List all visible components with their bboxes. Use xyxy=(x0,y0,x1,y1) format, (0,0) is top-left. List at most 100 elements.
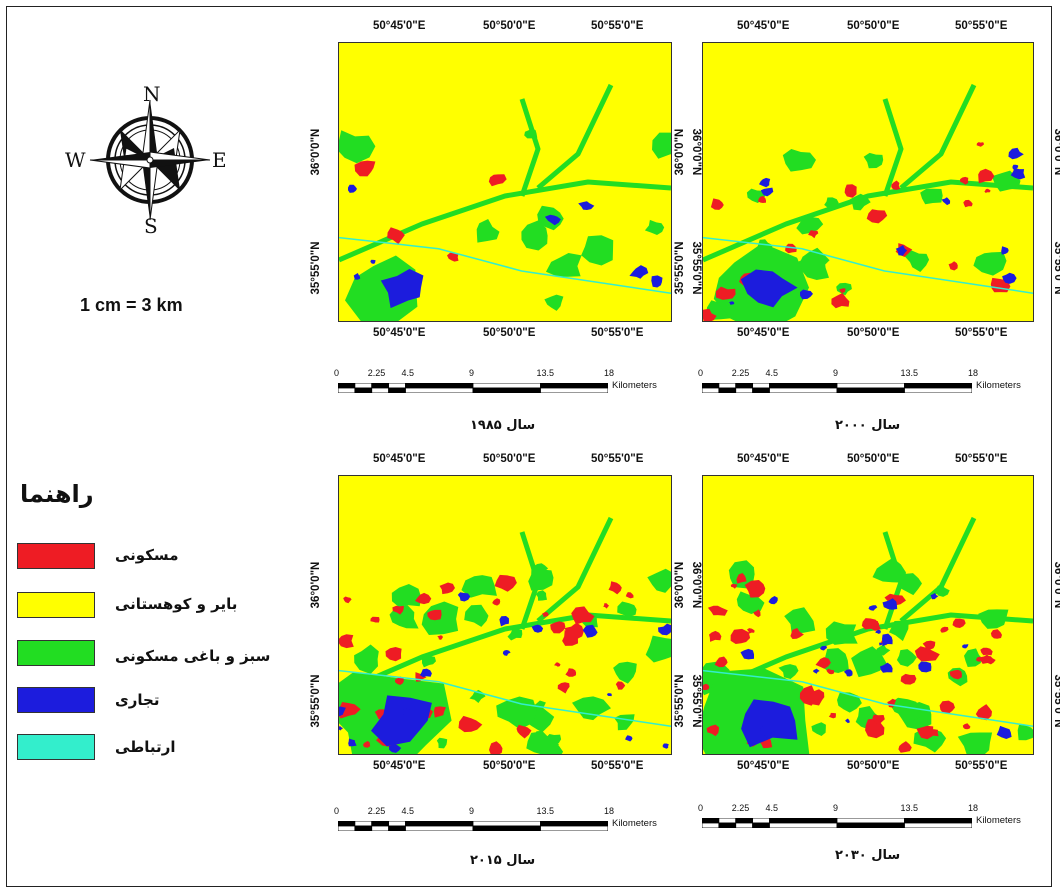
scale-tick-label: 9 xyxy=(833,368,839,378)
scale-tick-label: 4.5 xyxy=(765,803,779,813)
lon-tick-label-top: 50°45'0"E xyxy=(373,453,426,465)
lon-tick-label-bottom: 50°55'0"E xyxy=(955,760,1008,772)
map-scale-text: 1 cm = 3 km xyxy=(80,295,183,315)
lon-tick-label-top: 50°55'0"E xyxy=(591,453,644,465)
figure-frame xyxy=(6,6,1052,887)
lon-tick-label-bottom: 50°55'0"E xyxy=(591,327,644,339)
compass-north-label: N xyxy=(143,82,161,106)
lat-tick-label-left: 36°0'0"N xyxy=(674,561,686,609)
lon-tick-label-top: 50°55'0"E xyxy=(955,453,1008,465)
lat-tick-label-left: 35°55'0"N xyxy=(310,241,322,295)
map-year-label: سال ۲۰۱۵ xyxy=(470,853,536,868)
scale-tick-label: 2.25 xyxy=(367,806,386,816)
lon-tick-label-top: 50°50'0"E xyxy=(847,453,900,465)
map-panel-1 xyxy=(338,42,672,322)
lon-tick-label-top: 50°45'0"E xyxy=(373,20,426,32)
lat-tick-label-right: 35°55'0"N xyxy=(1052,241,1060,295)
lon-tick-label-bottom: 50°45'0"E xyxy=(737,760,790,772)
legend-label-green: سبز و باغی مسکونی xyxy=(115,647,271,665)
scale-tick-label: 0 xyxy=(334,806,340,816)
legend-swatch-commercial xyxy=(17,687,95,713)
lon-tick-label-top: 50°45'0"E xyxy=(737,20,790,32)
scale-tick-label: 18 xyxy=(968,368,979,378)
scale-tick-label: 9 xyxy=(469,806,475,816)
lat-tick-label-right: 35°55'0"N xyxy=(690,241,702,295)
legend-swatch-barren xyxy=(17,592,95,618)
compass-icon xyxy=(89,99,211,221)
scale-tick-label: 4.5 xyxy=(765,368,779,378)
scale-tick-label: 13.5 xyxy=(900,368,919,378)
land-use-raster xyxy=(339,476,671,754)
land-use-raster xyxy=(703,43,1033,321)
lon-tick-label-bottom: 50°55'0"E xyxy=(591,760,644,772)
lon-tick-label-bottom: 50°50'0"E xyxy=(483,760,536,772)
scale-tick-label: 18 xyxy=(604,368,615,378)
lat-tick-label-left: 35°55'0"N xyxy=(310,674,322,728)
scale-unit-label: Kilometers xyxy=(612,380,657,391)
scale-tick-label: 2.25 xyxy=(367,368,386,378)
land-use-raster xyxy=(703,476,1033,754)
lon-tick-label-bottom: 50°55'0"E xyxy=(955,327,1008,339)
lon-tick-label-bottom: 50°50'0"E xyxy=(847,760,900,772)
scale-tick-label: 18 xyxy=(968,803,979,813)
map-year-label: سال ۱۹۸۵ xyxy=(470,418,536,433)
legend-swatch-transport xyxy=(17,734,95,760)
scale-tick-label: 9 xyxy=(469,368,475,378)
scale-tick-label: 13.5 xyxy=(536,806,555,816)
map-panel-4 xyxy=(702,475,1034,755)
lat-tick-label-right: 36°0'0"N xyxy=(690,561,702,609)
lon-tick-label-top: 50°50'0"E xyxy=(483,20,536,32)
scale-unit-label: Kilometers xyxy=(976,380,1021,391)
scale-tick-label: 0 xyxy=(698,803,704,813)
lon-tick-label-bottom: 50°50'0"E xyxy=(847,327,900,339)
scale-tick-label: 0 xyxy=(698,368,704,378)
scale-tick-label: 13.5 xyxy=(536,368,555,378)
lat-tick-label-left: 36°0'0"N xyxy=(674,128,686,176)
scale-tick-label: 9 xyxy=(833,803,839,813)
scale-unit-label: Kilometers xyxy=(976,815,1021,826)
lon-tick-label-top: 50°55'0"E xyxy=(955,20,1008,32)
lat-tick-label-left: 36°0'0"N xyxy=(310,561,322,609)
lat-tick-label-left: 35°55'0"N xyxy=(674,241,686,295)
land-use-raster xyxy=(339,43,671,321)
legend-label-commercial: تجاری xyxy=(115,691,160,709)
scale-tick-label: 2.25 xyxy=(731,803,750,813)
map-year-label: سال ۲۰۰۰ xyxy=(835,418,901,433)
scale-tick-label: 2.25 xyxy=(731,368,750,378)
legend-label-transport: ارتباطی xyxy=(115,738,176,756)
scale-tick-label: 13.5 xyxy=(900,803,919,813)
lat-tick-label-right: 36°0'0"N xyxy=(1052,561,1060,609)
lon-tick-label-bottom: 50°45'0"E xyxy=(737,327,790,339)
lat-tick-label-right: 35°55'0"N xyxy=(1052,674,1060,728)
compass-south-label: S xyxy=(144,214,158,238)
compass-east-label: E xyxy=(212,148,227,172)
lon-tick-label-top: 50°45'0"E xyxy=(737,453,790,465)
lon-tick-label-top: 50°50'0"E xyxy=(483,453,536,465)
compass-rose: N S W E xyxy=(60,82,240,238)
scale-bar xyxy=(701,380,973,394)
legend-title: راهنما xyxy=(20,480,94,508)
legend-swatch-residential xyxy=(17,543,95,569)
scale-bar xyxy=(701,815,973,829)
scale-bar xyxy=(337,818,609,832)
lat-tick-label-right: 36°0'0"N xyxy=(690,128,702,176)
scale-tick-label: 0 xyxy=(334,368,340,378)
scale-tick-label: 18 xyxy=(604,806,615,816)
lon-tick-label-bottom: 50°50'0"E xyxy=(483,327,536,339)
lon-tick-label-bottom: 50°45'0"E xyxy=(373,327,426,339)
lat-tick-label-left: 36°0'0"N xyxy=(310,128,322,176)
map-year-label: سال ۲۰۳۰ xyxy=(835,848,901,863)
scale-bar xyxy=(337,380,609,394)
scale-tick-label: 4.5 xyxy=(401,368,415,378)
scale-tick-label: 4.5 xyxy=(401,806,415,816)
lat-tick-label-left: 35°55'0"N xyxy=(674,674,686,728)
scale-unit-label: Kilometers xyxy=(612,818,657,829)
legend-label-barren: بایر و کوهستانی xyxy=(115,595,238,613)
lon-tick-label-top: 50°50'0"E xyxy=(847,20,900,32)
legend-swatch-green xyxy=(17,640,95,666)
lon-tick-label-bottom: 50°45'0"E xyxy=(373,760,426,772)
map-panel-2 xyxy=(702,42,1034,322)
compass-west-label: W xyxy=(65,148,86,172)
lat-tick-label-right: 35°55'0"N xyxy=(690,674,702,728)
lat-tick-label-right: 36°0'0"N xyxy=(1052,128,1060,176)
